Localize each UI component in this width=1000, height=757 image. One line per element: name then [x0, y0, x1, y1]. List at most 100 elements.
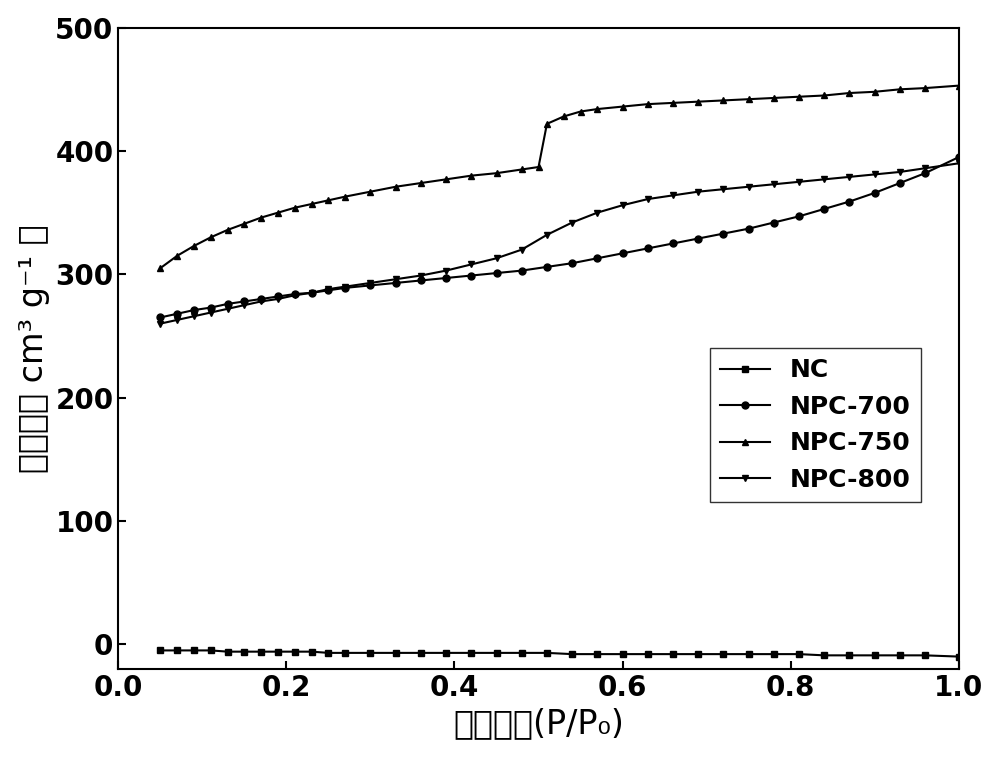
NPC-800 — [869, 170, 881, 179]
NPC-750 — [642, 100, 654, 109]
NPC-750 — [717, 96, 729, 105]
NPC-800 — [339, 282, 351, 291]
NPC-800 — [692, 187, 704, 196]
NPC-700 — [205, 303, 217, 312]
NPC-800 — [188, 312, 200, 321]
NPC-800 — [541, 230, 553, 239]
NPC-800 — [894, 167, 906, 176]
NPC-750 — [743, 95, 755, 104]
NPC-700 — [566, 259, 578, 268]
NPC-700 — [272, 292, 284, 301]
NPC-750 — [272, 208, 284, 217]
NC — [289, 647, 301, 656]
NPC-750 — [171, 251, 183, 260]
NPC-700 — [390, 279, 402, 288]
NPC-750 — [591, 104, 603, 114]
NPC-800 — [205, 308, 217, 317]
NPC-800 — [491, 254, 503, 263]
NPC-800 — [793, 177, 805, 186]
NPC-800 — [306, 288, 318, 298]
NC — [843, 651, 855, 660]
NC — [339, 648, 351, 657]
NPC-700 — [591, 254, 603, 263]
NPC-700 — [743, 224, 755, 233]
NC — [667, 650, 679, 659]
NPC-700 — [306, 288, 318, 298]
NPC-750 — [154, 263, 166, 273]
NPC-800 — [255, 297, 267, 306]
NC — [222, 647, 234, 656]
Y-axis label: 吸附量（ cm³ g⁻¹ ）: 吸附量（ cm³ g⁻¹ ） — [17, 224, 50, 472]
NC — [768, 650, 780, 659]
NPC-800 — [289, 291, 301, 300]
Legend: NC, NPC-700, NPC-750, NPC-800: NC, NPC-700, NPC-750, NPC-800 — [710, 348, 921, 502]
NPC-750 — [306, 199, 318, 208]
NC — [743, 650, 755, 659]
NC — [205, 646, 217, 655]
NPC-700 — [642, 244, 654, 253]
NPC-700 — [692, 234, 704, 243]
NPC-700 — [541, 263, 553, 272]
NPC-700 — [255, 294, 267, 304]
NPC-750 — [843, 89, 855, 98]
NPC-750 — [440, 175, 452, 184]
NC — [440, 648, 452, 657]
NC — [793, 650, 805, 659]
NPC-750 — [692, 97, 704, 106]
NPC-700 — [364, 281, 376, 290]
NPC-700 — [516, 266, 528, 275]
NC — [919, 651, 931, 660]
NC — [516, 648, 528, 657]
NC — [255, 647, 267, 656]
Line: NPC-750: NPC-750 — [157, 83, 962, 272]
NPC-700 — [793, 212, 805, 221]
Line: NC: NC — [157, 647, 962, 660]
NC — [465, 648, 477, 657]
NC — [306, 647, 318, 656]
NPC-700 — [617, 249, 629, 258]
Line: NPC-800: NPC-800 — [157, 160, 962, 327]
NC — [322, 648, 334, 657]
NPC-800 — [953, 159, 965, 168]
NPC-750 — [869, 87, 881, 96]
NPC-750 — [339, 192, 351, 201]
X-axis label: 相对压力(P/P₀): 相对压力(P/P₀) — [453, 707, 624, 740]
NPC-750 — [255, 213, 267, 222]
NPC-800 — [818, 175, 830, 184]
NPC-800 — [516, 245, 528, 254]
NPC-750 — [465, 171, 477, 180]
NPC-800 — [717, 185, 729, 194]
NPC-750 — [818, 91, 830, 100]
NPC-800 — [768, 179, 780, 188]
NC — [390, 648, 402, 657]
NPC-750 — [205, 232, 217, 241]
NPC-800 — [440, 266, 452, 275]
NPC-750 — [364, 187, 376, 196]
NPC-800 — [171, 316, 183, 325]
NC — [617, 650, 629, 659]
NPC-750 — [575, 107, 587, 116]
NPC-750 — [953, 81, 965, 90]
NPC-700 — [667, 239, 679, 248]
NPC-700 — [339, 283, 351, 292]
NPC-750 — [894, 85, 906, 94]
NPC-750 — [617, 102, 629, 111]
NPC-700 — [222, 299, 234, 308]
NPC-700 — [491, 269, 503, 278]
NPC-700 — [869, 188, 881, 198]
NPC-700 — [238, 297, 250, 306]
NPC-800 — [415, 271, 427, 280]
NPC-700 — [919, 169, 931, 178]
NC — [541, 648, 553, 657]
NC — [272, 647, 284, 656]
NPC-800 — [617, 201, 629, 210]
NPC-750 — [322, 196, 334, 205]
NC — [953, 652, 965, 661]
NC — [154, 646, 166, 655]
NPC-750 — [222, 226, 234, 235]
NPC-750 — [919, 83, 931, 92]
NPC-700 — [415, 276, 427, 285]
NC — [364, 648, 376, 657]
NPC-750 — [491, 169, 503, 178]
NPC-800 — [154, 319, 166, 329]
